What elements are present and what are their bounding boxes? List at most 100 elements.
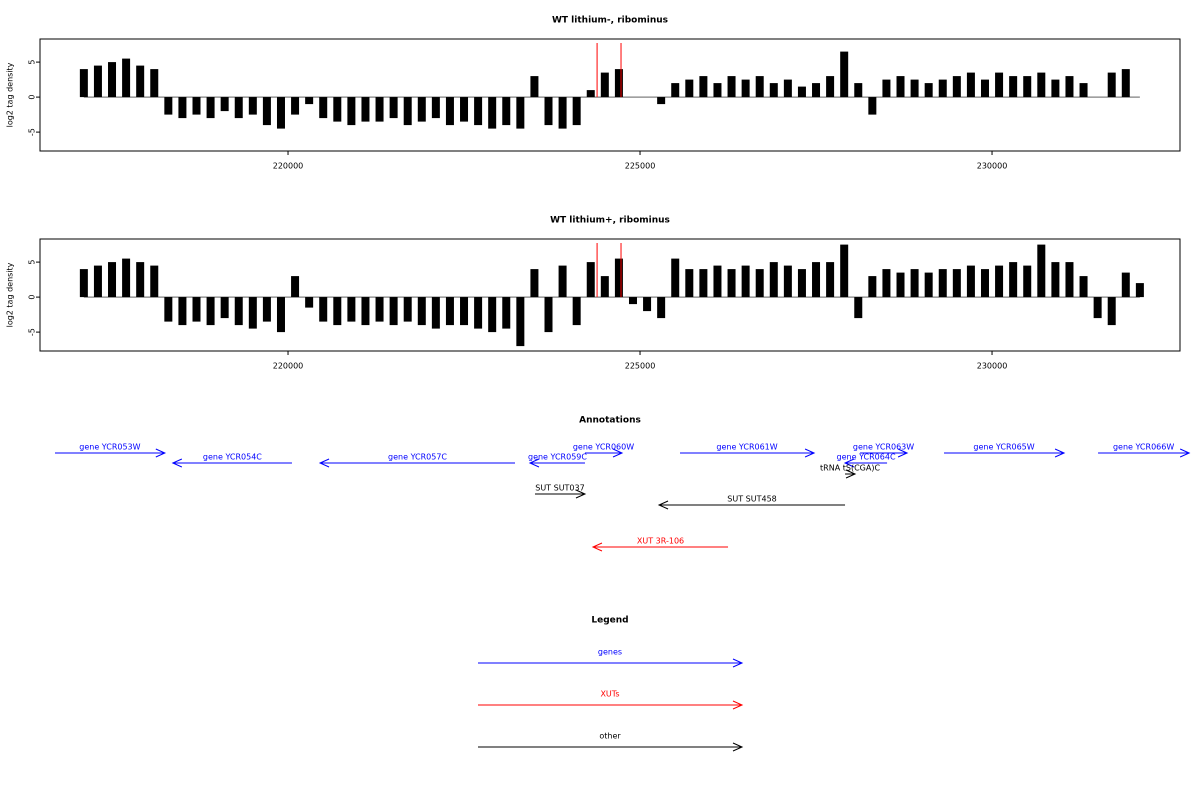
bar [445, 297, 454, 326]
bar [474, 297, 483, 329]
annotation-arrow [843, 458, 888, 468]
bar [79, 269, 88, 298]
annotation-label: gene YCR064C [837, 453, 896, 462]
bar [220, 297, 229, 319]
bar [924, 272, 933, 298]
annotation-label: XUT 3R-106 [637, 537, 684, 546]
bar [1135, 283, 1144, 298]
bar [628, 297, 637, 305]
bar [319, 297, 328, 322]
bar [699, 269, 708, 298]
bar [502, 97, 511, 126]
bar [93, 265, 102, 298]
bar [755, 76, 764, 98]
y-tick-label: 0 [28, 295, 37, 300]
bar [600, 276, 609, 298]
y-axis-label: log2 tag density [6, 62, 15, 127]
y-tick-label: -5 [28, 328, 37, 336]
annotation-arrow [860, 448, 909, 458]
bar [1065, 76, 1074, 98]
legend-arrow [478, 742, 744, 752]
arrow-head [1054, 448, 1066, 458]
annotation-label: gene YCR066W [1113, 443, 1174, 452]
bar [1037, 244, 1046, 298]
arrow-head [732, 658, 744, 668]
bar [502, 297, 511, 329]
bar [600, 72, 609, 98]
bar [1121, 272, 1130, 298]
bar [530, 76, 539, 98]
bar [530, 269, 539, 298]
bar [234, 297, 243, 326]
bar [657, 97, 666, 105]
bar [333, 97, 342, 122]
bar [516, 97, 525, 129]
bar [136, 262, 145, 298]
bar [572, 297, 581, 326]
bar [685, 269, 694, 298]
bar [952, 269, 961, 298]
arrow-head [1179, 448, 1191, 458]
bar [1051, 262, 1060, 298]
bar [980, 269, 989, 298]
bar [474, 97, 483, 126]
arrow-head [732, 742, 744, 752]
bar [854, 297, 863, 319]
bar [896, 76, 905, 98]
bar [192, 297, 201, 322]
bar [488, 97, 497, 129]
bar [262, 97, 271, 126]
bar [544, 97, 553, 126]
bar [108, 262, 117, 298]
annotation-arrow [680, 448, 816, 458]
bar [671, 83, 680, 98]
bar [234, 97, 243, 119]
legend-label: other [599, 732, 621, 741]
bar [347, 97, 356, 126]
bar [769, 83, 778, 98]
annotation-arrow [845, 469, 857, 479]
bar [572, 97, 581, 126]
bar [741, 79, 750, 98]
bar [431, 97, 440, 119]
x-tick-label: 220000 [273, 362, 304, 371]
bar [840, 244, 849, 298]
bar [333, 297, 342, 326]
bar [980, 79, 989, 98]
bar [79, 69, 88, 98]
bar [276, 297, 285, 333]
bar [164, 97, 173, 115]
bar [150, 265, 159, 298]
annotation-arrow [1098, 448, 1191, 458]
bar [657, 297, 666, 319]
bar [797, 269, 806, 298]
bar [995, 72, 1004, 98]
bar [826, 76, 835, 98]
plot-frame [39, 38, 1181, 152]
bar [291, 276, 300, 298]
bar [614, 69, 623, 98]
annotation-label: gene YCR063W [853, 443, 914, 452]
bar [586, 262, 595, 298]
bar [727, 269, 736, 298]
bar [544, 297, 553, 333]
bar [797, 86, 806, 98]
y-tick-label: 0 [28, 95, 37, 100]
bar [699, 76, 708, 98]
bar [1065, 262, 1074, 298]
arrow-head [575, 489, 587, 499]
annotation-arrow [534, 489, 587, 499]
bar [671, 258, 680, 298]
bar [1037, 72, 1046, 98]
bar [769, 262, 778, 298]
bar [586, 90, 595, 98]
legend-arrow [478, 700, 744, 710]
bar [305, 97, 314, 105]
bar [403, 297, 412, 322]
arrow-head [318, 458, 330, 468]
bar [375, 297, 384, 322]
bar [614, 258, 623, 298]
bar [192, 97, 201, 115]
annotation-label: gene YCR054C [203, 453, 262, 462]
